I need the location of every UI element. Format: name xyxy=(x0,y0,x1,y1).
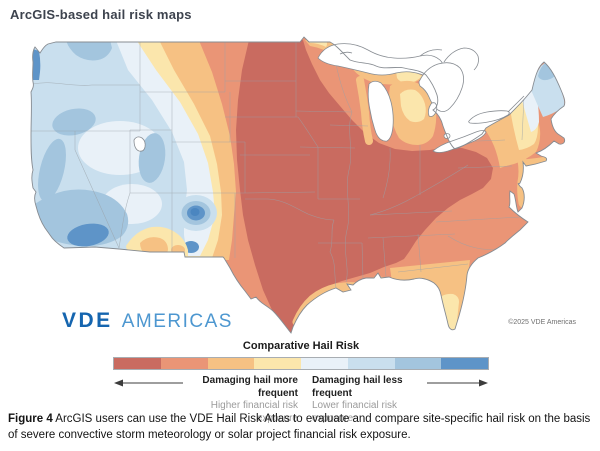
legend-left-label: Damaging hail more frequent Higher finan… xyxy=(183,375,305,425)
contour-cream-south-florida xyxy=(435,293,459,330)
contour-orange-atlantic-coast xyxy=(517,155,528,208)
figure-caption: Figure 4 ArcGIS users can use the VDE Ha… xyxy=(8,411,594,443)
state-boundary-line xyxy=(245,198,335,221)
arrow-left-icon xyxy=(114,379,183,387)
canada-shoreline xyxy=(443,47,479,71)
state-boundary-line xyxy=(521,95,525,141)
lake-ontario xyxy=(468,110,510,124)
lake-michigan xyxy=(367,80,394,142)
legend-title: Comparative Hail Risk xyxy=(242,340,360,352)
state-boundary-line xyxy=(361,242,364,279)
legend-right-sub: Lower financial risk exposure xyxy=(312,400,398,424)
lake-erie xyxy=(432,130,487,153)
state-boundary-line xyxy=(244,191,316,194)
figure-caption-label: Figure 4 xyxy=(8,413,53,425)
state-boundary-line xyxy=(397,263,469,273)
state-boundary-line xyxy=(369,210,453,216)
state-boundary-line xyxy=(435,216,521,223)
page-title: ArcGIS-based hail risk maps xyxy=(10,7,192,22)
patch-mediumblue-sierra xyxy=(38,138,66,202)
lake-huron xyxy=(418,62,464,112)
canada-shoreline xyxy=(419,49,443,57)
contour-mediumblue-maine-tip xyxy=(538,62,555,81)
figure-caption-text: ArcGIS users can use the VDE Hail Risk A… xyxy=(8,413,591,442)
state-boundary-line xyxy=(369,164,469,216)
patch-mediumblue-north-washington xyxy=(66,40,112,61)
saginaw-bay xyxy=(427,102,438,117)
legend-color-swatch xyxy=(347,358,395,369)
legend-left-sub: Higher financial risk exposure xyxy=(210,400,298,424)
legend-color-swatch xyxy=(207,358,255,369)
legend-left-bold: Damaging hail more frequent xyxy=(202,375,298,399)
state-boundary-line xyxy=(74,131,120,249)
legend-color-swatch xyxy=(301,358,348,369)
vde-logo-text: VDE xyxy=(62,309,113,332)
state-boundary-line xyxy=(329,124,369,127)
copyright-notice: ©2025 VDE Americas xyxy=(508,319,576,326)
patch-strongblue-socal xyxy=(67,223,109,247)
legend-right-label: Damaging hail less frequent Lower financ… xyxy=(305,375,427,425)
contour-orange-florida xyxy=(390,260,470,332)
legend: Comparative Hail Risk Damaging hail more… xyxy=(113,340,489,425)
state-boundary-line xyxy=(295,110,353,113)
contour-red-core xyxy=(236,40,493,333)
legend-labels: Damaging hail more frequent Higher finan… xyxy=(113,375,489,425)
state-boundary-line xyxy=(382,237,387,278)
patch-orange-south-arizona-2 xyxy=(171,245,185,255)
contour-orange-long-island xyxy=(520,156,551,167)
usa-outline xyxy=(30,36,566,334)
contour-orange-lake-michigan-shore xyxy=(356,76,373,145)
isle-royale xyxy=(339,51,353,55)
state-boundary-line xyxy=(417,233,422,273)
state-boundary-line xyxy=(457,165,513,169)
great-lakes xyxy=(133,43,525,153)
legend-color-swatch xyxy=(114,358,161,369)
contour-cream-east-up xyxy=(396,70,422,83)
contour-paleblue-newengland xyxy=(521,88,539,132)
state-boundary-line xyxy=(367,233,456,239)
patch-strongblue-washington-coast xyxy=(31,48,41,80)
state-boundary-line xyxy=(329,219,337,289)
state-boundary-line xyxy=(32,82,140,86)
legend-color-swatch xyxy=(254,358,301,369)
state-boundary-line xyxy=(297,116,319,199)
legend-color-swatch xyxy=(160,358,208,369)
legend-colorbar xyxy=(113,357,489,370)
state-boundary-line xyxy=(382,147,391,199)
canada-shoreline xyxy=(507,95,525,113)
legend-right-bold: Damaging hail less frequent xyxy=(312,375,403,399)
patch-mediumblue-oregon xyxy=(52,108,96,136)
vde-americas-logo: VDE AMERICAS xyxy=(62,309,233,333)
state-boundary-line xyxy=(118,130,131,249)
legend-color-swatch xyxy=(394,358,442,369)
state-boundary-line xyxy=(345,111,353,283)
americas-logo-text: AMERICAS xyxy=(121,311,233,332)
state-boundary-line xyxy=(335,63,353,113)
state-boundary-line xyxy=(299,146,356,149)
risk-contours xyxy=(31,37,565,333)
arrow-right-icon xyxy=(427,379,488,387)
great-salt-lake xyxy=(133,136,146,152)
bullseye-core xyxy=(190,208,200,216)
legend-color-swatch xyxy=(441,358,488,369)
contour-cream-mitten-core xyxy=(400,89,426,123)
